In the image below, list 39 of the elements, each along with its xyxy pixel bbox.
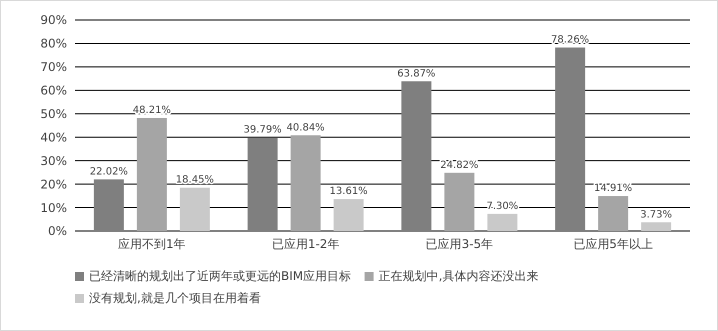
text: 14.91% [594, 183, 632, 194]
y-tick-label: 30% [40, 154, 67, 168]
text: 63.87% [397, 68, 436, 80]
text: 3.73% [640, 209, 672, 220]
y-tick-label: 20% [40, 177, 67, 192]
y-tick-label: 50% [40, 106, 67, 121]
bar [444, 172, 474, 231]
text: 78.26% [551, 34, 590, 46]
bar [555, 48, 586, 231]
bar [248, 138, 278, 231]
y-tick-label: 0% [48, 224, 67, 238]
x-tick-label: 应用不到1年 [118, 237, 186, 251]
bar [641, 222, 672, 231]
bar [290, 135, 321, 231]
y-tick-label: 10% [40, 200, 67, 215]
bar [94, 179, 124, 231]
y-tick-label: 60% [40, 84, 67, 98]
bar [598, 196, 628, 231]
x-tick-label: 已应用1-2年 [272, 237, 340, 251]
bar [136, 118, 167, 231]
bar [401, 81, 432, 231]
y-tick-label: 80% [40, 36, 67, 51]
y-tick-label: 70% [40, 60, 67, 74]
bar [180, 188, 210, 231]
bar [334, 199, 364, 231]
text: 24.82% [440, 160, 478, 171]
text: 18.45% [176, 174, 214, 186]
bar [487, 214, 518, 231]
text: 40.84% [286, 122, 325, 134]
x-tick-label: 已应用5年以上 [573, 237, 653, 251]
legend-label: 没有规划,就是几个项目在用着看 [89, 291, 261, 306]
y-tick-label: 40% [40, 130, 67, 144]
legend-label: 已经清晰的规划出了近两年或更远的BIM应用目标 [89, 269, 352, 284]
x-tick-label: 已应用3-5年 [426, 237, 494, 251]
y-tick-label: 90% [40, 13, 67, 28]
text: 22.02% [90, 166, 128, 178]
text: 39.79% [244, 124, 282, 136]
text: 13.61% [330, 186, 368, 198]
legend-label: 正在规划中,具体内容还没出来 [378, 269, 538, 284]
